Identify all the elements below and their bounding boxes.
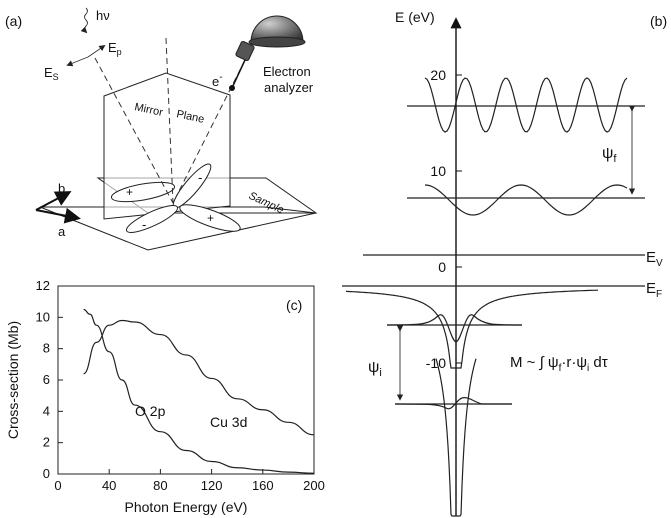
chart-x-ticks: 0 40 80 120 160 200 [54, 469, 325, 493]
photon-dashed-line [94, 57, 174, 204]
x-tick-label: 40 [102, 478, 116, 493]
electron-trajectory [231, 59, 246, 89]
x-tick-label: 80 [153, 478, 167, 493]
initial-state-wave-1 [386, 314, 523, 343]
lobe-sign-plus-left: + [126, 185, 133, 199]
electron-label: e- [212, 72, 223, 89]
y-tick-label: 4 [43, 403, 50, 418]
lobe-sign-plus-right: + [207, 211, 214, 225]
axis-b-label: b [58, 181, 65, 196]
y-tick-label: 0 [43, 466, 50, 481]
energy-tick-label: 10 [430, 163, 446, 179]
initial-state-wave-2 [394, 397, 512, 410]
matrix-element-formula: M ~ ∫ ψf·r·ψi dτ [510, 354, 608, 374]
es-arrow [66, 56, 89, 67]
series-line-o-2p [83, 308, 315, 474]
energy-tick-label: 20 [430, 67, 446, 83]
x-tick-label: 200 [303, 478, 325, 493]
y-tick-label: 2 [43, 435, 50, 450]
series-label-o-2p: O 2p [135, 403, 166, 419]
energy-axis-title: E (eV) [395, 9, 435, 25]
energy-tick-label: 0 [438, 259, 446, 275]
panel-c-label: (c) [286, 297, 302, 313]
chart-x-axis-title: Photon Energy (eV) [125, 499, 248, 515]
panel-a-label: (a) [5, 13, 22, 29]
y-tick-label: 12 [36, 278, 50, 293]
potential-well-outer [346, 289, 598, 369]
orbital-lobe-right [179, 204, 241, 232]
y-tick-label: 8 [43, 341, 50, 356]
final-state-wave-2 [424, 184, 628, 216]
photon-label: hν [96, 8, 110, 23]
lobe-sign-minus-up: - [198, 170, 202, 185]
psi-f-label: ψf [602, 145, 617, 165]
chart-y-ticks: 0 2 4 6 8 10 12 [36, 278, 63, 481]
x-tick-label: 0 [54, 478, 61, 493]
es-label: ES [44, 65, 59, 82]
panel-b-label: (b) [650, 13, 667, 29]
mirror-label-1: Mirror [133, 101, 164, 119]
mirror-label-2: Plane [175, 108, 205, 126]
psi-i-label: ψi [368, 359, 382, 379]
x-tick-label: 160 [252, 478, 274, 493]
x-tick-label: 120 [201, 478, 223, 493]
axis-b-arrow [35, 191, 72, 211]
panel-b: (b) E (eV) -1001020304050 ψf EV EF ψi M … [342, 9, 667, 517]
normal-dashed-line [165, 37, 174, 204]
fermi-level-label: EF [646, 280, 662, 300]
electron-analyzer-icon [235, 15, 306, 62]
analyzer-label-1: Electron [263, 64, 311, 79]
potential-well-inner [435, 358, 477, 517]
series-label-cu-3d: Cu 3d [210, 414, 247, 430]
y-tick-label: 10 [36, 309, 50, 324]
chart-plot-frame [57, 285, 315, 475]
energy-tick-label: -10 [426, 355, 446, 371]
y-tick-label: 6 [43, 372, 50, 387]
photon-wave-icon [80, 7, 88, 34]
lobe-sign-minus-down: - [142, 217, 146, 232]
chart-y-axis-title: Cross-section (Mb) [5, 321, 21, 439]
electron-dashed-line [172, 59, 246, 204]
analyzer-label-2: analyzer [264, 80, 314, 95]
axis-a-arrow [35, 207, 81, 224]
final-state-wave-1 [424, 77, 628, 133]
ep-arrow [87, 44, 106, 58]
orbital-lobe-left [110, 181, 176, 203]
panel-a: (a) Sample Mirror Plane + + - - hν Ep ES… [5, 7, 318, 251]
sample-label: Sample [247, 190, 286, 217]
axis-a-label: a [58, 224, 66, 239]
panel-c-chart: (c) Cross-section (Mb) Photon Energy (eV… [5, 278, 325, 515]
ep-label: Ep [108, 40, 122, 57]
vacuum-level-label: EV [646, 249, 663, 269]
orbital-lobe-down [125, 205, 179, 233]
series-line-cu-3d [83, 319, 315, 436]
energy-ticks: -1001020304050 [426, 67, 462, 371]
